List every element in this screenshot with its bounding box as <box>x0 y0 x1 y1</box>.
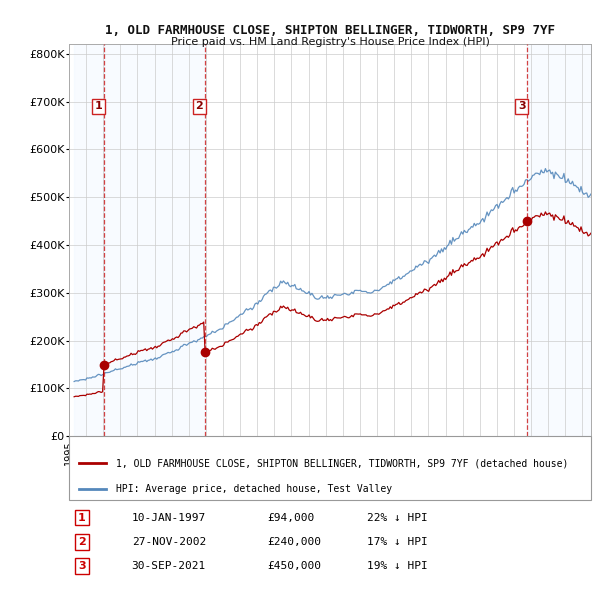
Text: £450,000: £450,000 <box>268 561 322 571</box>
Text: 1: 1 <box>95 101 103 112</box>
Text: 1, OLD FARMHOUSE CLOSE, SHIPTON BELLINGER, TIDWORTH, SP9 7YF: 1, OLD FARMHOUSE CLOSE, SHIPTON BELLINGE… <box>105 24 555 37</box>
Text: £240,000: £240,000 <box>268 537 322 547</box>
Text: 27-NOV-2002: 27-NOV-2002 <box>131 537 206 547</box>
Bar <box>74 44 104 436</box>
Text: 2: 2 <box>196 101 203 112</box>
Text: 3: 3 <box>518 101 526 112</box>
Text: 1: 1 <box>78 513 86 523</box>
Text: Price paid vs. HM Land Registry's House Price Index (HPI): Price paid vs. HM Land Registry's House … <box>170 37 490 47</box>
Text: HPI: Average price, detached house, Test Valley: HPI: Average price, detached house, Test… <box>116 484 392 494</box>
Bar <box>104 44 205 436</box>
Text: 30-SEP-2021: 30-SEP-2021 <box>131 561 206 571</box>
Text: 17% ↓ HPI: 17% ↓ HPI <box>367 537 427 547</box>
Text: 22% ↓ HPI: 22% ↓ HPI <box>367 513 427 523</box>
Bar <box>527 44 591 436</box>
Text: 3: 3 <box>78 561 86 571</box>
FancyBboxPatch shape <box>69 436 591 500</box>
Text: 10-JAN-1997: 10-JAN-1997 <box>131 513 206 523</box>
Text: 19% ↓ HPI: 19% ↓ HPI <box>367 561 427 571</box>
Text: 2: 2 <box>78 537 86 547</box>
Text: 1, OLD FARMHOUSE CLOSE, SHIPTON BELLINGER, TIDWORTH, SP9 7YF (detached house): 1, OLD FARMHOUSE CLOSE, SHIPTON BELLINGE… <box>116 458 568 468</box>
Text: £94,000: £94,000 <box>268 513 314 523</box>
